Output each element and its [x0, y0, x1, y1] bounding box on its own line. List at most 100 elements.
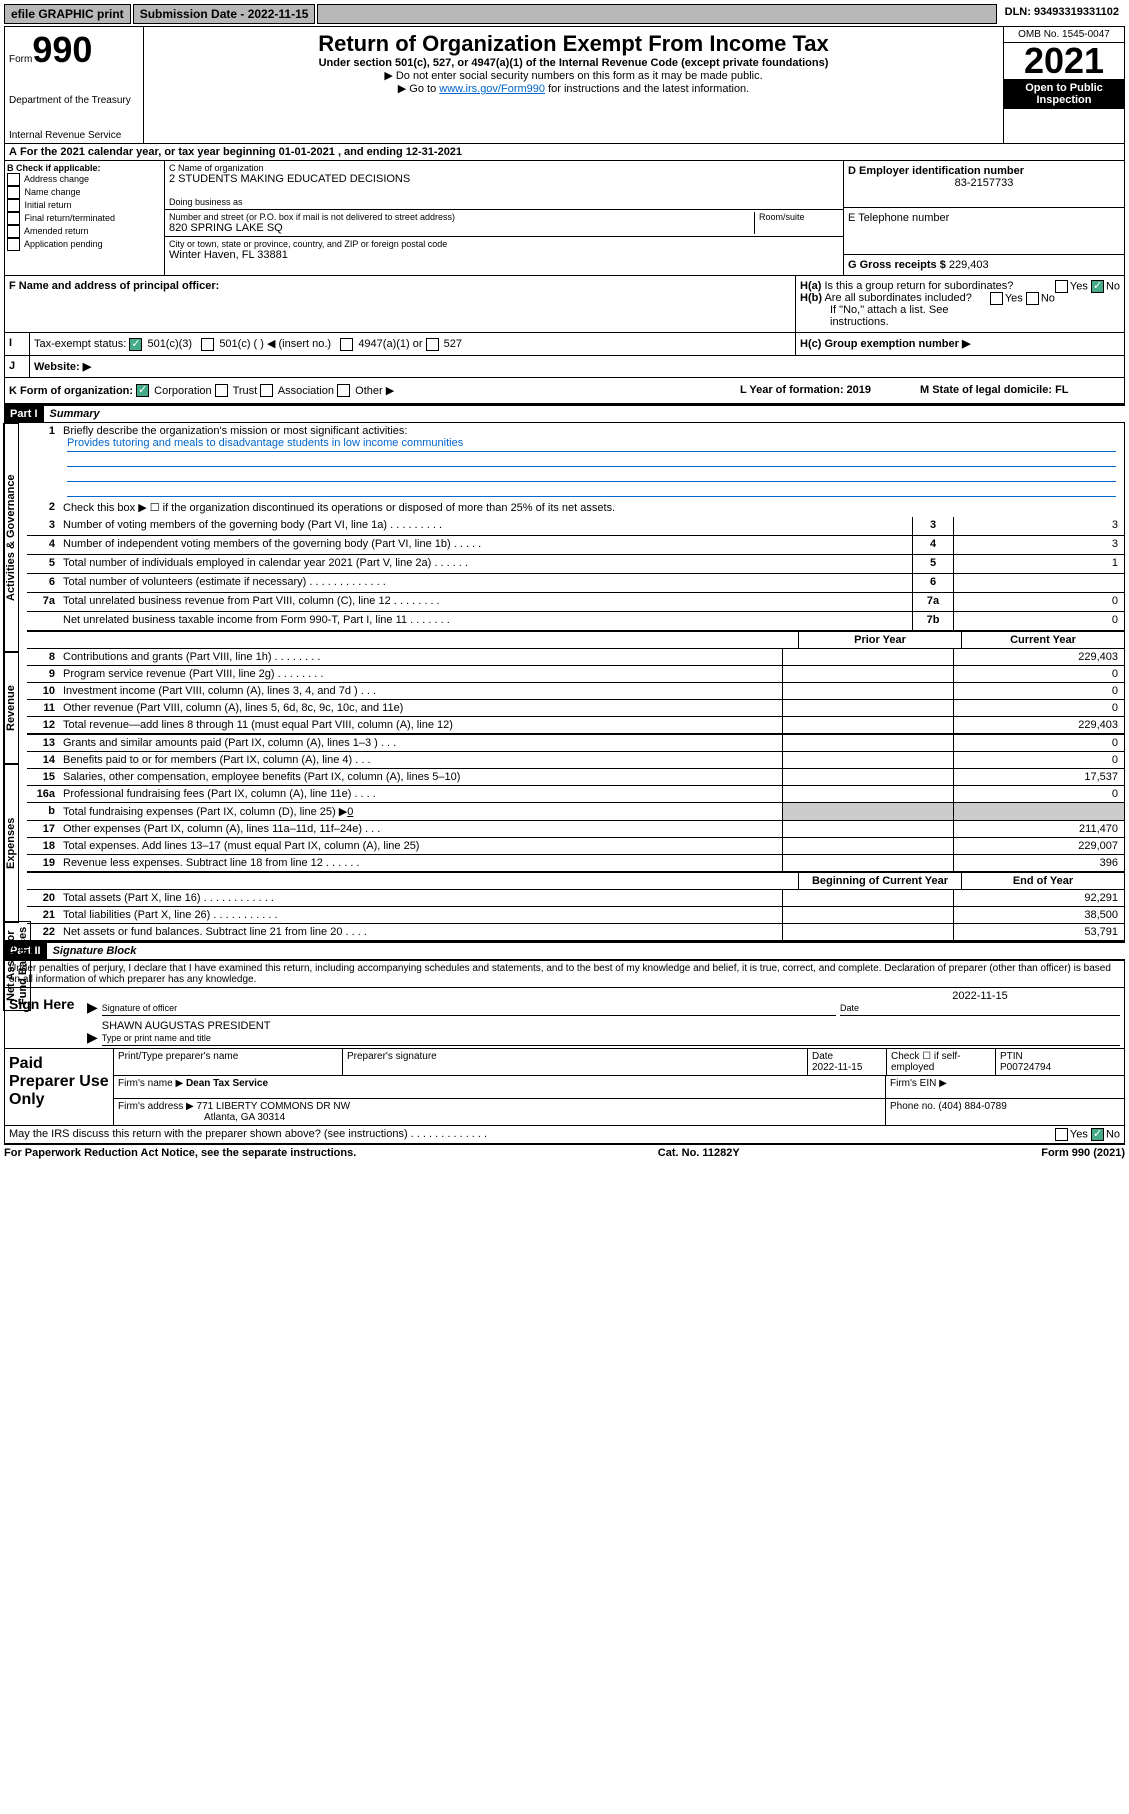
sig-date-value: 2022-11-15: [840, 990, 1120, 1002]
val-19: 396: [953, 855, 1124, 871]
line-4: Number of independent voting members of …: [59, 536, 912, 554]
line-10: Investment income (Part VIII, column (A)…: [59, 683, 782, 699]
cb-hb-no[interactable]: [1026, 292, 1039, 305]
line-7a: Total unrelated business revenue from Pa…: [59, 593, 912, 611]
cb-ha-no[interactable]: [1091, 280, 1104, 293]
val-10: 0: [953, 683, 1124, 699]
form-subtitle: Under section 501(c), 527, or 4947(a)(1)…: [148, 57, 999, 69]
firm-name: Dean Tax Service: [186, 1078, 268, 1089]
cb-app-pending[interactable]: [7, 238, 20, 251]
dept-label: Department of the Treasury: [9, 95, 139, 106]
cb-trust[interactable]: [215, 384, 228, 397]
sig-officer-label: Signature of officer: [102, 1003, 177, 1013]
officer-box: F Name and address of principal officer:: [5, 276, 796, 332]
sidelabel-revenue: Revenue: [3, 651, 19, 765]
cb-other[interactable]: [337, 384, 350, 397]
cb-4947[interactable]: [340, 338, 353, 351]
tax-year: 2021: [1004, 43, 1124, 79]
current-year-header: Current Year: [961, 632, 1124, 648]
cb-name-change[interactable]: [7, 186, 20, 199]
prior-year-header: Prior Year: [798, 632, 961, 648]
val-7a: 0: [953, 593, 1124, 611]
sig-date-label: Date: [840, 1003, 859, 1013]
line-9: Program service revenue (Part VIII, line…: [59, 666, 782, 682]
discuss-text: May the IRS discuss this return with the…: [9, 1128, 1055, 1141]
cb-527[interactable]: [426, 338, 439, 351]
irs-label: Internal Revenue Service: [9, 130, 139, 141]
submission-date-label: Submission Date - 2022-11-15: [133, 4, 316, 24]
firm-phone: (404) 884-0789: [938, 1101, 1006, 1112]
hc-box: H(c) Group exemption number ▶: [796, 333, 1124, 355]
gross-receipts-value: 229,403: [949, 259, 989, 271]
dln-label: DLN: 93493319331102: [999, 4, 1125, 24]
cb-initial-return[interactable]: [7, 199, 20, 212]
sidelabel-expenses: Expenses: [3, 763, 19, 923]
pra-notice: For Paperwork Reduction Act Notice, see …: [4, 1147, 356, 1159]
cb-final-return[interactable]: [7, 212, 20, 225]
label-j: J: [5, 356, 30, 377]
sidelabel-netassets: Net Assets or Fund Balances: [3, 921, 31, 1011]
cb-hb-yes[interactable]: [990, 292, 1003, 305]
note-link: ▶ Go to www.irs.gov/Form990 for instruct…: [148, 82, 999, 95]
val-9: 0: [953, 666, 1124, 682]
cat-no: Cat. No. 11282Y: [658, 1147, 740, 1159]
cb-ha-yes[interactable]: [1055, 280, 1068, 293]
cb-discuss-no[interactable]: [1091, 1128, 1104, 1141]
cb-corp[interactable]: [136, 384, 149, 397]
prep-date-value: 2022-11-15: [812, 1062, 862, 1073]
room-label: Room/suite: [759, 212, 839, 222]
val-4: 3: [953, 536, 1124, 554]
cb-amended[interactable]: [7, 225, 20, 238]
cb-501c[interactable]: [201, 338, 214, 351]
ptin-value: P00724794: [1000, 1062, 1051, 1073]
line-17: Other expenses (Part IX, column (A), lin…: [59, 821, 782, 837]
line-7b: Net unrelated business taxable income fr…: [59, 612, 912, 630]
mission-text: Provides tutoring and meals to disadvant…: [67, 437, 1116, 452]
tax-period: A For the 2021 calendar year, or tax yea…: [4, 144, 1125, 161]
irs-link[interactable]: www.irs.gov/Form990: [439, 83, 545, 95]
begin-year-header: Beginning of Current Year: [798, 873, 961, 889]
val-18: 229,007: [953, 838, 1124, 854]
val-22: 53,791: [953, 924, 1124, 940]
line-2: Check this box ▶ ☐ if the organization d…: [59, 499, 1124, 517]
cb-discuss-yes[interactable]: [1055, 1128, 1068, 1141]
inspection-label: Open to Public Inspection: [1004, 79, 1124, 109]
gross-receipts-label: G Gross receipts $: [848, 259, 946, 271]
city-label: City or town, state or province, country…: [169, 239, 839, 249]
line-16b: Total fundraising expenses (Part IX, col…: [59, 803, 782, 820]
line-11: Other revenue (Part VIII, column (A), li…: [59, 700, 782, 716]
city-value: Winter Haven, FL 33881: [169, 249, 839, 261]
line-6: Total number of volunteers (estimate if …: [59, 574, 912, 592]
val-3: 3: [953, 517, 1124, 535]
val-12: 229,403: [953, 717, 1124, 733]
org-name-label: C Name of organization: [169, 163, 839, 173]
val-6: [953, 574, 1124, 592]
val-15: 17,537: [953, 769, 1124, 785]
cb-address-change[interactable]: [7, 173, 20, 186]
officer-name: SHAWN AUGUSTAS PRESIDENT: [102, 1020, 1120, 1032]
ein-label: D Employer identification number: [848, 165, 1120, 177]
penalties-text: Under penalties of perjury, I declare th…: [5, 961, 1124, 987]
end-year-header: End of Year: [961, 873, 1124, 889]
cb-assoc[interactable]: [260, 384, 273, 397]
section-b-checkboxes: B Check if applicable: Address change Na…: [5, 161, 165, 275]
self-employed-check: Check ☐ if self-employed: [887, 1049, 996, 1075]
org-name: 2 STUDENTS MAKING EDUCATED DECISIONS: [169, 173, 839, 185]
part-i-title: Summary: [44, 406, 106, 422]
firm-addr1: 771 LIBERTY COMMONS DR NW: [197, 1101, 351, 1112]
name-title-label: Type or print name and title: [102, 1033, 211, 1043]
header-right-box: OMB No. 1545-0047 2021 Open to Public In…: [1003, 27, 1124, 143]
dba-label: Doing business as: [169, 197, 839, 207]
cb-501c3[interactable]: [129, 338, 142, 351]
firm-ein-label: Firm's EIN ▶: [886, 1076, 1124, 1098]
form-version: Form 990 (2021): [1041, 1147, 1125, 1159]
val-13: 0: [953, 735, 1124, 751]
year-formation: L Year of formation: 2019: [740, 384, 920, 398]
line-15: Salaries, other compensation, employee b…: [59, 769, 782, 785]
topbar-spacer: [317, 4, 996, 24]
line-5: Total number of individuals employed in …: [59, 555, 912, 573]
line-16a: Professional fundraising fees (Part IX, …: [59, 786, 782, 802]
efile-print-button[interactable]: efile GRAPHIC print: [4, 4, 131, 24]
line-20: Total assets (Part X, line 16) . . . . .…: [59, 890, 782, 906]
ein-value: 83-2157733: [848, 177, 1120, 189]
